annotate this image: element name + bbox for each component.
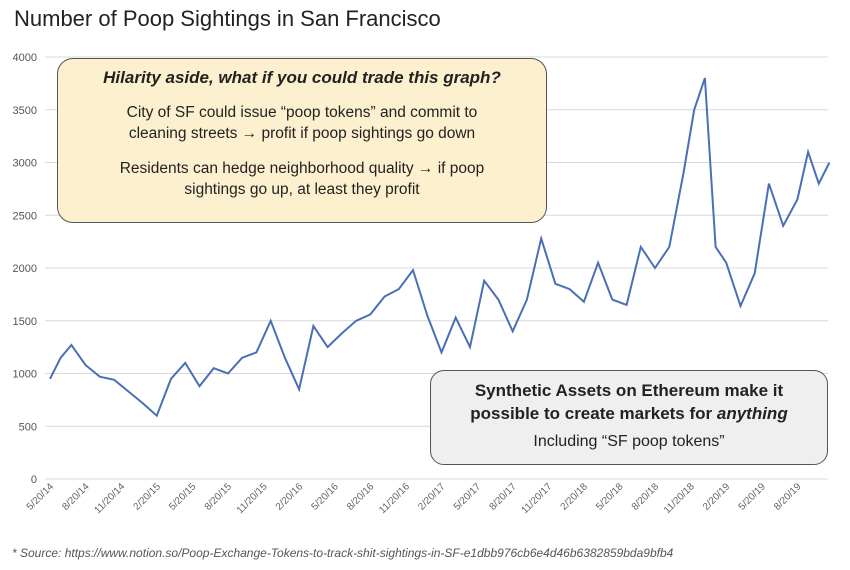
callout-heading: Hilarity aside, what if you could trade …: [103, 68, 501, 87]
x-axis-ticks: 5/20/14 8/20/14 11/20/14 2/20/15 5/20/15 8/20…: [25, 481, 804, 516]
callout-subtext: Including “SF poop tokens”: [533, 433, 725, 450]
callout-text: Residents can hedge neighborhood quality…: [119, 160, 485, 177]
x-tick-label: 2/20/18: [559, 481, 591, 513]
callout-text: City of SF could issue “poop tokens” and…: [126, 104, 478, 121]
callout-text: cleaning streets → profit if poop sighti…: [128, 125, 476, 142]
callout-text: sightings go up, at least they profit: [184, 181, 420, 198]
x-tick-label: 11/20/18: [662, 481, 697, 516]
x-tick-label: 8/20/18: [630, 481, 662, 513]
y-tick-label: 3500: [13, 105, 37, 117]
callout-heading: Synthetic Assets on Ethereum make it: [474, 381, 784, 400]
x-tick-label: 2/20/17: [416, 481, 448, 513]
callout-heading: possible to create markets for: [470, 404, 717, 423]
y-axis-ticks: 0 500 1000 1500 2000 2500 3000 3500 4000: [13, 52, 37, 486]
x-tick-label: 8/20/17: [487, 481, 519, 513]
x-tick-label: 5/20/16: [309, 481, 341, 513]
x-tick-label: 8/20/14: [60, 481, 92, 513]
y-tick-label: 4000: [13, 52, 37, 64]
line-chart: 0 500 1000 1500 2000 2500 3000 3500 4000 5/20/14…: [13, 52, 831, 516]
series-line: [49, 77, 831, 418]
y-tick-label: 0: [31, 474, 37, 486]
x-tick-label: 5/20/17: [452, 481, 484, 513]
x-tick-label: 5/20/18: [594, 481, 626, 513]
x-tick-label: 5/20/15: [167, 481, 199, 513]
source-footnote: * Source: https://www.notion.so/Poop-Exc…: [12, 546, 674, 560]
y-tick-label: 1500: [13, 316, 37, 328]
x-tick-label: 5/20/19: [737, 481, 769, 513]
x-tick-label: 2/20/16: [274, 481, 306, 513]
x-tick-label: 11/20/17: [520, 481, 555, 516]
y-tick-label: 2000: [13, 263, 37, 275]
callout-emphasis: anything: [716, 404, 788, 423]
y-tick-label: 1000: [13, 369, 37, 381]
callout-trade-graph: Hilarity aside, what if you could trade …: [57, 58, 547, 223]
x-tick-label: 11/20/14: [93, 481, 128, 516]
y-tick-label: 3000: [13, 158, 37, 170]
x-tick-label: 5/20/14: [25, 481, 57, 513]
y-tick-label: 500: [19, 421, 37, 433]
x-tick-label: 8/20/16: [345, 481, 377, 513]
x-tick-label: 8/20/19: [772, 481, 804, 513]
chart-title: Number of Poop Sightings in San Francisc…: [14, 6, 441, 31]
x-tick-label: 2/20/19: [701, 481, 733, 513]
callout-synthetic-assets: Synthetic Assets on Ethereum make it pos…: [430, 370, 828, 465]
y-tick-label: 2500: [13, 210, 37, 222]
x-tick-label: 11/20/16: [377, 481, 412, 516]
x-tick-label: 11/20/15: [235, 481, 270, 516]
x-tick-label: 8/20/15: [203, 481, 235, 513]
x-tick-label: 2/20/15: [132, 481, 164, 513]
